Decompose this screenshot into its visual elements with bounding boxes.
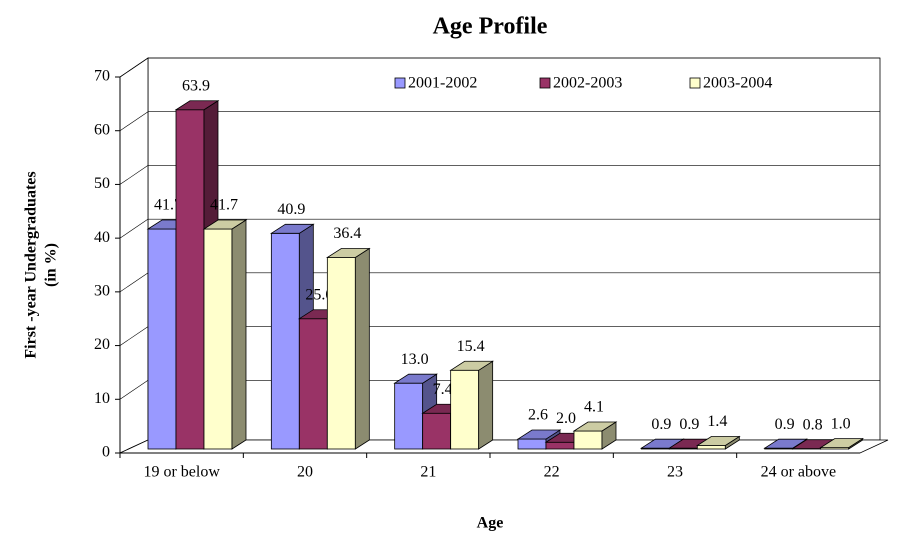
bar	[518, 439, 546, 449]
bar-side	[479, 361, 493, 449]
bar	[423, 413, 451, 449]
legend-swatch	[395, 78, 405, 88]
data-label: 63.9	[182, 77, 210, 94]
bar	[271, 233, 299, 449]
y-axis-label: (in %)	[43, 243, 60, 287]
y-tick-label: 0	[102, 444, 110, 461]
data-label: 15.4	[457, 338, 485, 355]
bar	[204, 229, 232, 449]
x-tick-label: 23	[667, 464, 683, 481]
bar	[176, 110, 204, 449]
bar	[574, 431, 602, 449]
bar	[451, 370, 479, 449]
data-label: 7.4	[433, 381, 453, 398]
bar	[299, 319, 327, 449]
y-tick-label: 70	[94, 68, 110, 85]
y-tick-label: 60	[94, 121, 110, 138]
data-label: 41.7	[210, 197, 238, 214]
data-label: 0.9	[775, 416, 795, 433]
data-label: 1.4	[707, 413, 727, 430]
y-tick-label: 20	[94, 336, 110, 353]
bar	[697, 445, 725, 449]
data-label: 4.1	[584, 399, 604, 416]
legend-label: 2001-2002	[408, 75, 477, 92]
data-label: 0.9	[679, 416, 699, 433]
bar	[546, 442, 574, 449]
data-label: 0.8	[803, 416, 823, 433]
y-tick-label: 40	[94, 229, 110, 246]
data-label: 2.0	[556, 410, 576, 427]
data-label: 1.0	[831, 415, 851, 432]
back-wall	[148, 58, 880, 440]
bar	[327, 257, 355, 449]
x-tick-label: 20	[297, 464, 313, 481]
bar	[148, 229, 176, 449]
bar-side	[232, 220, 246, 449]
legend-swatch	[540, 78, 550, 88]
data-label: 13.0	[401, 351, 429, 368]
chart-title: Age Profile	[433, 14, 548, 40]
y-axis-label: First -year Undergraduates	[23, 171, 40, 358]
x-axis-label: Age	[477, 515, 504, 532]
data-label: 36.4	[333, 225, 361, 242]
bar	[395, 383, 423, 449]
legend-label: 2003-2004	[703, 75, 772, 92]
y-tick-label: 30	[94, 283, 110, 300]
side-wall	[120, 58, 148, 453]
y-tick-label: 50	[94, 175, 110, 192]
x-tick-label: 19 or below	[143, 464, 220, 481]
y-tick-label: 10	[94, 390, 110, 407]
x-tick-label: 24 or above	[761, 464, 837, 481]
legend-label: 2002-2003	[553, 75, 622, 92]
data-label: 2.6	[528, 407, 548, 424]
data-label: 40.9	[277, 201, 305, 218]
data-label: 0.9	[651, 416, 671, 433]
bar-side	[355, 248, 369, 449]
legend-swatch	[690, 78, 700, 88]
x-tick-label: 22	[544, 464, 560, 481]
x-tick-label: 21	[420, 464, 436, 481]
